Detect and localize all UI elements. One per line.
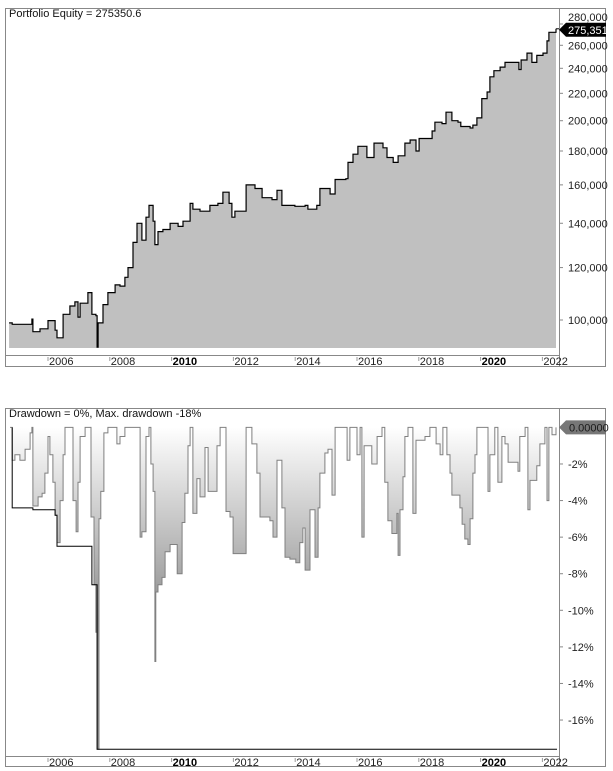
equity-y-tick-label: 160,000 bbox=[568, 180, 608, 192]
drawdown-plot bbox=[10, 426, 557, 750]
equity-x-tick-label: 2012 bbox=[234, 356, 258, 368]
equity-x-axis: 2006 2008 2010 2012 2014 2016 2018 2020 2022 bbox=[47, 356, 568, 368]
drawdown-x-tick-label: 2014 bbox=[296, 757, 320, 769]
drawdown-x-tick-label: 2018 bbox=[420, 757, 444, 769]
equity-x-tick-label: 2006 bbox=[49, 356, 73, 368]
drawdown-x-tick-label: 2022 bbox=[543, 757, 567, 769]
drawdown-last-value-marker: 0.00000 bbox=[559, 420, 609, 435]
equity-last-value-marker: 275,351 bbox=[559, 22, 608, 37]
drawdown-y-tick-label: -10% bbox=[568, 605, 594, 617]
equity-panel: 100,000 120,000 140,000 160,000 180,000 200,0… bbox=[5, 8, 608, 368]
drawdown-y-tick-label: -6% bbox=[568, 532, 588, 544]
equity-plot bbox=[9, 28, 559, 349]
drawdown-title: Drawdown = 0%, Max. drawdown -18% bbox=[9, 408, 201, 420]
drawdown-x-tick-label: 2012 bbox=[234, 757, 258, 769]
drawdown-line bbox=[10, 426, 557, 750]
drawdown-x-tick-label: 2010 bbox=[173, 757, 197, 769]
drawdown-last-value-label: 0.00000 bbox=[569, 422, 609, 434]
drawdown-y-tick-label: -16% bbox=[568, 715, 594, 727]
equity-y-axis: 100,000 120,000 140,000 160,000 180,000 200,0… bbox=[559, 12, 608, 327]
equity-last-value-marker-bg bbox=[559, 22, 606, 37]
equity-title: Portfolio Equity = 275350.6 bbox=[9, 8, 141, 20]
equity-y-tick-label: 220,000 bbox=[568, 88, 608, 100]
equity-area bbox=[9, 28, 557, 349]
equity-x-tick-label: 2016 bbox=[358, 356, 382, 368]
equity-last-value-label: 275,351 bbox=[568, 25, 608, 37]
drawdown-last-value-marker-bg bbox=[559, 420, 606, 435]
drawdown-x-tick-label: 2006 bbox=[49, 757, 73, 769]
equity-y-tick-label: 140,000 bbox=[568, 218, 608, 230]
drawdown-panel: -2% -4% -6% -8% -10% -12% -14% -16% 2006 2008 201… bbox=[5, 408, 609, 769]
drawdown-y-tick-label: -2% bbox=[568, 459, 588, 471]
equity-x-tick-label: 2020 bbox=[482, 356, 506, 368]
equity-line bbox=[9, 28, 557, 348]
drawdown-x-tick-label: 2016 bbox=[358, 757, 382, 769]
equity-x-tick-label: 2010 bbox=[173, 356, 197, 368]
drawdown-y-tick-label: -8% bbox=[568, 569, 588, 581]
equity-x-tick-label: 2022 bbox=[543, 356, 567, 368]
equity-y-tick-label: 200,000 bbox=[568, 116, 608, 128]
equity-y-tick-label: 100,000 bbox=[568, 315, 608, 327]
equity-x-tick-label: 2008 bbox=[111, 356, 135, 368]
equity-y-tick-label: 240,000 bbox=[568, 63, 608, 75]
equity-y-tick-label: 180,000 bbox=[568, 146, 608, 158]
drawdown-y-tick-label: -14% bbox=[568, 678, 594, 690]
max-drawdown-line bbox=[11, 427, 557, 750]
drawdown-y-axis: -2% -4% -6% -8% -10% -12% -14% -16% bbox=[559, 459, 594, 727]
drawdown-x-tick-label: 2008 bbox=[111, 757, 135, 769]
drawdown-y-tick-label: -4% bbox=[568, 496, 588, 508]
equity-y-tick-label: 260,000 bbox=[568, 40, 608, 52]
equity-y-tick-label: 120,000 bbox=[568, 263, 608, 275]
drawdown-x-tick-label: 2020 bbox=[482, 757, 506, 769]
drawdown-x-axis: 2006 2008 2010 2012 2014 2016 2018 2020 2022 bbox=[47, 757, 568, 769]
drawdown-y-tick-label: -12% bbox=[568, 642, 594, 654]
equity-x-tick-label: 2014 bbox=[296, 356, 320, 368]
equity-y-tick-label: 280,000 bbox=[568, 12, 608, 24]
equity-x-tick-label: 2018 bbox=[420, 356, 444, 368]
